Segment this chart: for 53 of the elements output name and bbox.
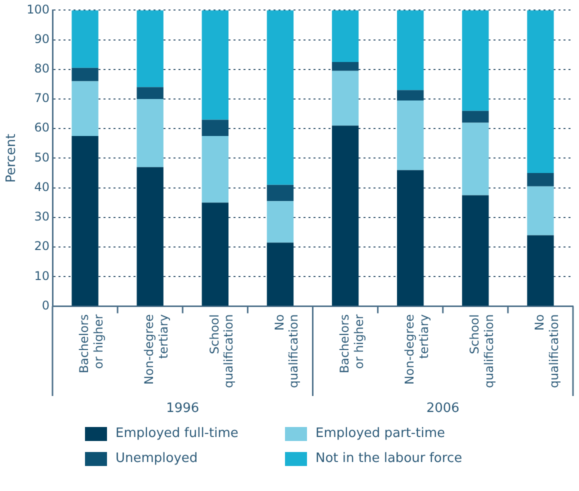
bar: [72, 10, 98, 68]
y-tick-label: 0: [42, 298, 50, 312]
text: 2006: [426, 400, 460, 416]
y-tick-label: 20: [34, 239, 50, 254]
y-tick-label: 30: [34, 210, 50, 224]
bar: [462, 110, 489, 123]
bar: [72, 81, 98, 136]
y-tick-label: 90: [34, 32, 50, 46]
bar: [397, 10, 424, 90]
text: 1996: [166, 400, 200, 416]
bar: [266, 242, 294, 306]
bar: [462, 10, 489, 111]
bar: [136, 10, 164, 88]
bar: [332, 126, 359, 306]
y-tick-label: 80: [34, 62, 50, 76]
bar: [397, 100, 424, 170]
y-tick-label: 100: [26, 2, 50, 16]
bar: [397, 90, 424, 100]
bar: [136, 167, 164, 306]
bar: [266, 201, 294, 243]
bar: [136, 87, 164, 100]
bar: [527, 173, 554, 186]
y-tick-label: 10: [34, 268, 50, 283]
bar: [202, 120, 228, 136]
bar: [72, 136, 98, 306]
bar: [72, 68, 98, 82]
legend-label: Employed part-time: [316, 426, 445, 441]
legend-label: Unemployed: [116, 451, 198, 466]
bar: [397, 170, 424, 306]
bar: [266, 10, 294, 185]
y-tick-label: 40: [34, 180, 50, 194]
bar: [462, 195, 489, 306]
bar: [332, 62, 359, 71]
legend-label: Not in the labour force: [316, 451, 462, 466]
bar: [202, 202, 228, 306]
bar: [202, 136, 228, 203]
y-axis-title: Percent: [4, 134, 20, 183]
bar: [527, 235, 554, 306]
bar: [332, 70, 359, 126]
bar: [202, 10, 228, 120]
bar: [136, 99, 164, 168]
x-tick-label: Non-degree tertiary: [402, 314, 431, 385]
bar: [527, 186, 554, 236]
y-tick-label: 60: [34, 120, 50, 135]
legend-label: Employed full-time: [116, 426, 238, 441]
bar: [462, 122, 489, 196]
bar: [332, 10, 359, 62]
bar: [527, 10, 554, 174]
y-tick-label: 50: [34, 150, 50, 164]
bar: [266, 184, 294, 202]
x-tick-label: Non-degree tertiary: [142, 314, 171, 385]
x-tick-label: Bachelors or higher: [77, 314, 106, 374]
y-tick-label: 70: [34, 91, 50, 106]
